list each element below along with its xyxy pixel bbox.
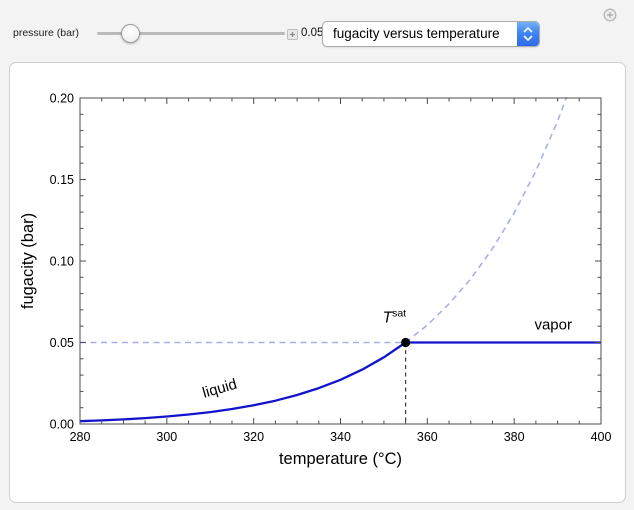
y-tick-label: 0.00 xyxy=(50,418,74,432)
y-tick-label: 0.05 xyxy=(50,336,74,350)
vapor-region-label: vapor xyxy=(534,317,572,334)
y-tick-label: 0.15 xyxy=(50,173,74,187)
plot-frame xyxy=(79,97,602,425)
fugacity-temperature-chart: 280 300 320 340 360 380 400 0.00 0.05 0.10 0.15 0.2… xyxy=(19,92,612,469)
value-expander-button[interactable] xyxy=(287,29,298,40)
x-tick-label: 380 xyxy=(504,430,525,444)
x-tick-label: 340 xyxy=(330,430,351,444)
series-liquid-extension-above-tsat-dashed- xyxy=(405,97,568,344)
liquid-region-label: liquid xyxy=(201,376,239,402)
x-tick-label: 400 xyxy=(591,430,612,444)
plus-icon xyxy=(288,30,297,39)
x-tick-label: 360 xyxy=(417,430,438,444)
up-down-chevrons-icon[interactable] xyxy=(517,22,539,46)
expand-controls-plus-icon[interactable] xyxy=(603,8,617,22)
pressure-value: 0.05 xyxy=(301,27,324,39)
y-tick-label: 0.20 xyxy=(50,92,74,106)
x-tick-label: 300 xyxy=(156,430,177,444)
plot-type-dropdown[interactable]: fugacity versus temperature xyxy=(322,21,540,47)
y-tick-label: 0.10 xyxy=(50,255,74,269)
tsat-label: Tsat xyxy=(383,308,407,327)
plot-panel: 280 300 320 340 360 380 400 0.00 0.05 0.10 0.15 0.2… xyxy=(9,62,626,503)
control-bar: pressure (bar) 0.05 fugacity versus temp… xyxy=(0,0,634,60)
pressure-slider-label: pressure (bar) xyxy=(13,27,79,39)
plot-type-dropdown-value: fugacity versus temperature xyxy=(333,26,500,41)
y-axis-label: fugacity (bar) xyxy=(19,213,37,309)
x-tick-label: 320 xyxy=(243,430,264,444)
series-liquid-fugacity-solid- xyxy=(80,341,407,423)
pressure-slider-track[interactable] xyxy=(97,32,285,35)
pressure-slider-thumb[interactable] xyxy=(121,24,140,43)
saturation-point-marker xyxy=(401,337,411,348)
x-axis-label: temperature (°C) xyxy=(279,450,402,468)
x-tick-label: 280 xyxy=(70,430,91,444)
